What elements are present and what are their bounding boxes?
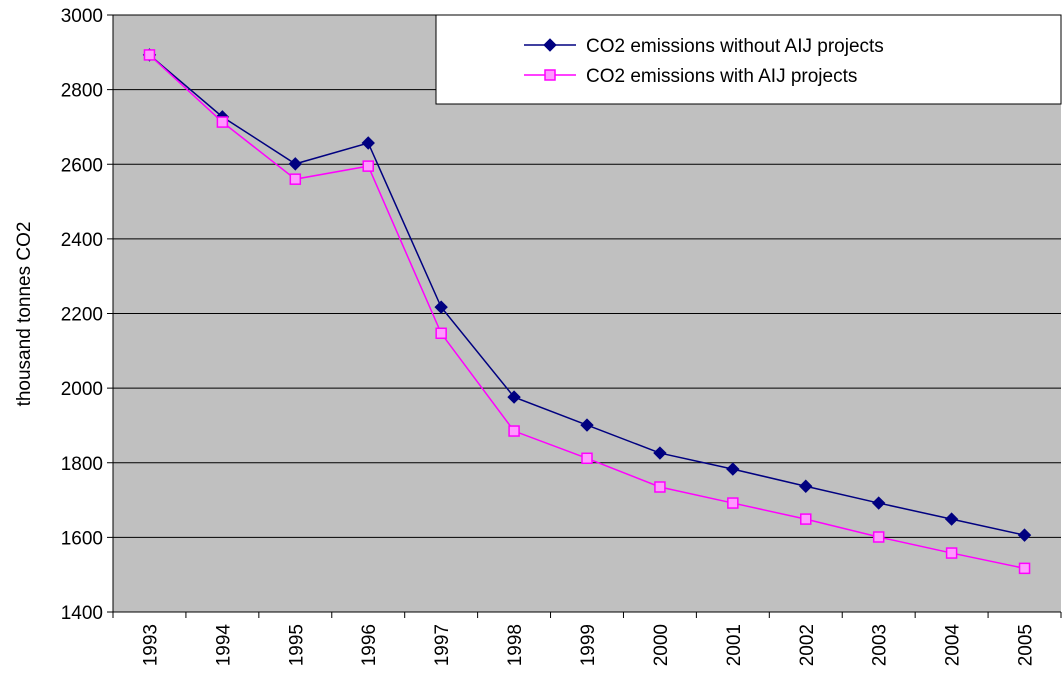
x-tick-label: 2000 bbox=[651, 624, 672, 666]
marker bbox=[653, 446, 667, 460]
x-tick-label: 1997 bbox=[432, 624, 453, 666]
marker bbox=[799, 479, 813, 493]
marker bbox=[288, 157, 303, 171]
marker bbox=[871, 496, 886, 510]
marker bbox=[289, 173, 302, 185]
x-tick-label: 1994 bbox=[213, 624, 234, 667]
marker bbox=[945, 547, 958, 559]
marker bbox=[726, 462, 740, 476]
y-tick-label: 1400 bbox=[61, 603, 103, 624]
marker bbox=[435, 327, 447, 340]
y-tick-label: 2600 bbox=[61, 155, 103, 176]
legend-label: CO2 emissions with AIJ projects bbox=[586, 66, 857, 87]
marker bbox=[654, 481, 666, 493]
y-tick-label: 2400 bbox=[61, 230, 103, 251]
marker bbox=[727, 497, 739, 509]
legend-box bbox=[435, 14, 1062, 105]
x-tick-label: 1995 bbox=[286, 624, 307, 666]
marker bbox=[507, 390, 521, 404]
x-tick-label: 1996 bbox=[359, 624, 380, 666]
y-tick-label: 1600 bbox=[61, 528, 103, 549]
x-tick-label: 2002 bbox=[797, 624, 818, 666]
x-tick-label: 1999 bbox=[578, 624, 599, 666]
marker bbox=[1017, 528, 1032, 542]
marker bbox=[800, 513, 812, 525]
marker bbox=[872, 531, 885, 543]
y-tick-label: 2800 bbox=[61, 81, 103, 102]
marker bbox=[581, 452, 593, 465]
marker bbox=[508, 425, 520, 437]
x-tick-label: 2001 bbox=[724, 624, 745, 666]
marker bbox=[1018, 562, 1031, 575]
marker bbox=[216, 116, 229, 128]
x-tick-label: 1998 bbox=[505, 624, 526, 666]
y-tick-label: 2200 bbox=[61, 305, 103, 326]
y-tick-label: 1800 bbox=[61, 454, 103, 475]
x-tick-label: 1993 bbox=[140, 624, 161, 666]
legend-label: CO2 emissions without AIJ projects bbox=[586, 36, 884, 57]
marker bbox=[944, 512, 959, 526]
marker bbox=[362, 160, 374, 172]
marker bbox=[361, 136, 375, 150]
y-tick-label: 3000 bbox=[61, 6, 103, 27]
marker bbox=[580, 418, 594, 432]
y-axis-title: thousand tonnes CO2 bbox=[14, 222, 35, 407]
x-tick-label: 2003 bbox=[870, 624, 891, 666]
legend-marker bbox=[543, 38, 557, 52]
x-tick-label: 2004 bbox=[943, 624, 964, 667]
marker bbox=[143, 49, 156, 61]
y-tick-label: 2000 bbox=[61, 379, 103, 400]
legend-marker bbox=[544, 69, 556, 81]
x-tick-label: 2005 bbox=[1016, 624, 1037, 666]
marker bbox=[434, 300, 448, 314]
